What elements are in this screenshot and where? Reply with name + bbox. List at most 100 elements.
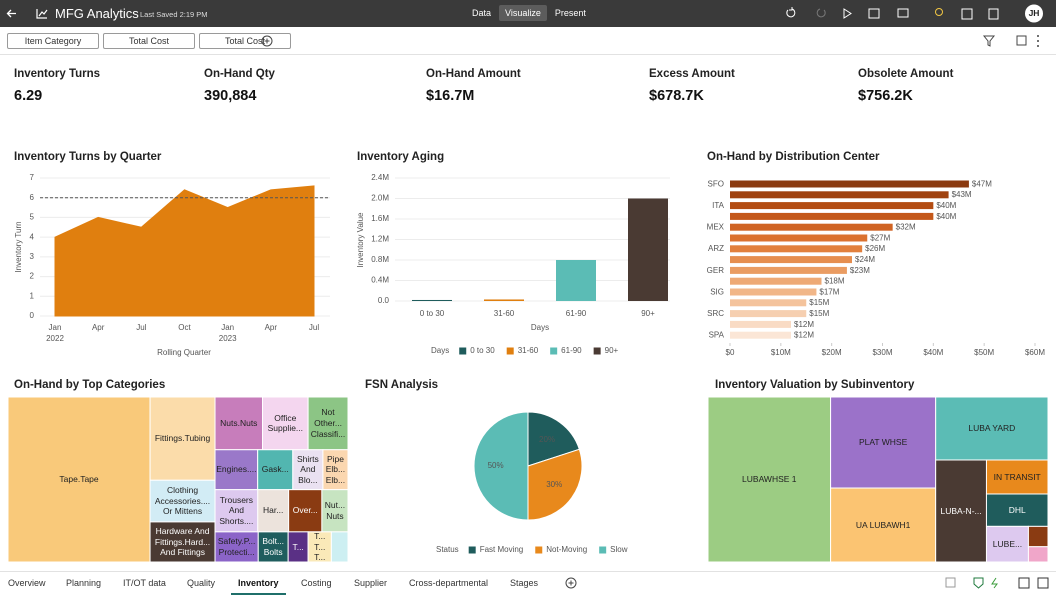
header-icons [6,9,48,19]
back-button[interactable] [6,9,17,18]
filter-chip[interactable]: Total Cost [103,33,195,49]
bar [730,202,934,210]
filter-chip[interactable]: Total Cost [199,33,291,49]
tab-tools[interactable] [944,576,1054,590]
x-tick-label: Jan [49,323,62,332]
comment-icon[interactable] [897,8,909,18]
x-tick-label: 0 to 30 [420,309,445,318]
tile-label-box: T... T... T... [314,532,325,562]
sheet-tab[interactable]: Quality [187,578,216,588]
bar [730,266,847,274]
y-tick-label: 4 [30,232,35,241]
tile-label: Fittings.Tubing [154,433,211,444]
x-tick-label: 61-90 [566,309,587,318]
tile-label-box: Nuts.Nuts [220,418,257,428]
legend-swatch [459,347,467,355]
y-tick-label: 0.8M [371,255,389,264]
treemap-tile [214,396,264,451]
y-tick-label: 2 [30,272,35,281]
bar [412,299,452,301]
treemap-tile [985,459,1049,495]
y-axis-label: Inventory Turn [14,221,23,272]
x-tick-label: Apr [92,323,105,332]
legend-swatch [506,347,514,355]
y-tick-label: ITA [712,201,725,210]
tile-label-box: Hardware And Fittings.Hard... And Fittin… [155,526,210,557]
mode-tab[interactable]: Visualize [499,5,547,21]
treemap-tile [322,449,349,491]
chart-title: FSN Analysis [365,379,438,391]
avatar-initials[interactable]: JH [1028,8,1040,18]
mode-tab[interactable]: Data [472,8,492,18]
treemap-tile [149,521,216,563]
y-tick-label: MEX [707,223,725,232]
y-tick-label: 1 [30,291,35,300]
legend-label: 61-90 [561,346,582,355]
sheet-tab[interactable]: Planning [66,578,102,588]
bar [484,299,524,301]
tile-label-box: Office Supplie... [268,413,303,434]
kpi-label: Inventory Turns [14,68,101,80]
bar [730,212,934,220]
redo-icon[interactable] [816,8,826,18]
sheet-tab[interactable]: Costing [301,578,332,588]
app-icon [36,9,48,19]
add-tab[interactable] [564,576,578,590]
data-label: $24M [855,255,875,264]
treemap-tile [935,459,987,563]
chart-title: On-Hand by Distribution Center [707,151,880,163]
tile-label-box: PLAT WHSE [859,437,907,447]
avatar[interactable] [1025,4,1043,23]
run-icon[interactable] [843,8,852,19]
legend-swatch [599,546,607,554]
undo-icon[interactable] [786,7,796,18]
data-label: $18M [825,277,845,286]
sheet-tab[interactable]: Stages [510,578,539,588]
chart-title: Inventory Aging [357,151,444,163]
treemap-tile [262,396,309,451]
legend-label: 31-60 [518,346,539,355]
bar [730,191,949,199]
mode-tab[interactable]: Present [554,8,586,18]
tab-bar: Overview Planning IT/OT data Quality Invento… [0,571,1056,595]
data-label: $15M [809,298,829,307]
x-tick-label: 31-60 [494,309,515,318]
data-icon[interactable] [868,8,880,19]
sheet-tab[interactable]: Inventory [231,578,286,595]
x-tick-label: $10M [771,348,791,357]
tile-label: Nut... Nuts [324,500,346,521]
treemap-tile [214,489,259,533]
y-tick-label: SIG [710,287,724,296]
tile-label: Pipe Elb... Elb... [325,453,346,485]
y-tick-label: 3 [30,252,35,261]
tile-label: LUBAWHSE 1 [742,474,797,485]
export-icon[interactable] [961,8,973,20]
legend-title: Status [436,545,459,554]
filter-tools[interactable] [982,34,1046,48]
sheet-tab[interactable]: IT/OT data [123,578,166,588]
tile-label: LUBE... [992,538,1023,549]
pie-slice [473,411,529,521]
tile-label-box: Pipe Elb... Elb... [325,453,346,485]
x-tick-label: Jul [309,323,319,332]
bar [730,245,863,253]
tile-label: DHL [1008,504,1026,515]
area [54,185,315,317]
data-label: $12M [794,331,814,340]
filter-bar: Item Category Total Cost Total Cost [0,27,1056,55]
insight-icon[interactable] [935,8,943,16]
y-tick-label: 0.0 [378,296,390,305]
last-saved: Last Saved 2:19 PM [140,10,208,19]
sheet-tab[interactable]: Supplier [354,578,388,588]
tile-label: Trousers And Shorts.... [219,494,254,527]
pie-slice [527,448,583,521]
add-filter[interactable] [260,34,274,48]
filter-chip[interactable]: Item Category [7,33,99,49]
data-label: $40M [936,201,956,210]
sheet-tab[interactable]: Cross-departmental [409,578,489,588]
sheet-tab[interactable]: Overview [8,578,46,588]
legend-title: Days [431,346,449,355]
tile-label: Engines.... [216,464,257,475]
save-icon[interactable] [988,8,999,20]
